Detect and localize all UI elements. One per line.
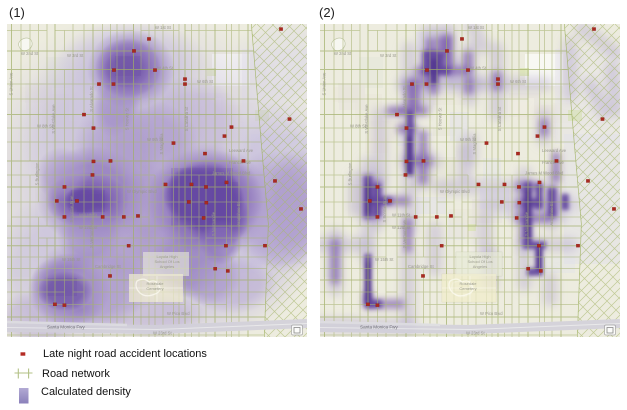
svg-text:W 12th St: W 12th St [79,225,98,230]
svg-text:W 15th St: W 15th St [62,257,81,262]
svg-text:W 6th St: W 6th St [197,79,214,84]
svg-text:Loyola High: Loyola High [469,254,490,259]
svg-text:James M Wood Blvd: James M Wood Blvd [212,171,251,176]
svg-text:W 23rd St: W 23rd St [153,331,172,336]
svg-text:S Burlington: S Burlington [35,162,40,185]
svg-text:S Catalina St: S Catalina St [497,106,502,131]
svg-text:W 15th St: W 15th St [375,257,394,262]
svg-text:W 23rd St: W 23rd St [466,331,485,336]
svg-text:S Burlington: S Burlington [348,162,353,185]
svg-text:S Vermont Ave: S Vermont Ave [89,220,94,248]
svg-text:Francis Ave: Francis Ave [542,160,564,165]
svg-text:W 1st St: W 1st St [468,25,485,30]
svg-text:S Hoover St: S Hoover St [125,107,130,130]
svg-text:W 6th St: W 6th St [510,79,527,84]
svg-text:School Of Los: School Of Los [154,259,179,264]
svg-text:W 4th St: W 4th St [157,66,174,71]
svg-text:Santa Monica Fwy: Santa Monica Fwy [360,325,398,330]
svg-text:S Normandie: S Normandie [524,211,529,236]
svg-text:W Pico Blvd: W Pico Blvd [167,311,190,316]
svg-text:S Magnolia: S Magnolia [159,133,164,155]
svg-text:Cemetery: Cemetery [459,286,476,291]
svg-text:Cambridge St: Cambridge St [95,264,121,269]
svg-text:W Olympic Blvd: W Olympic Blvd [440,189,470,194]
svg-text:S Vermont Ave: S Vermont Ave [402,220,407,248]
svg-text:W 2nd St: W 2nd St [334,51,352,56]
svg-text:W 9th St: W 9th St [460,137,477,142]
svg-text:W 2nd St: W 2nd St [21,51,39,56]
svg-text:W 11th St: W 11th St [392,213,411,218]
svg-text:Arapahoe St: Arapahoe St [549,202,554,226]
svg-text:James M Wood Blvd: James M Wood Blvd [525,171,564,176]
svg-text:Angeles: Angeles [160,264,174,269]
svg-text:W 12th St: W 12th St [392,225,411,230]
svg-text:W Pico Blvd: W Pico Blvd [480,311,503,316]
svg-text:School Of Los: School Of Los [467,259,492,264]
svg-text:Cambridge St: Cambridge St [408,264,434,269]
svg-text:S Magnolia: S Magnolia [472,133,477,155]
svg-text:W 3rd St: W 3rd St [380,53,397,58]
svg-text:W 4th St: W 4th St [470,66,487,71]
svg-text:S Alvarado St: S Alvarado St [89,85,94,111]
svg-text:Santa Monica Fwy: Santa Monica Fwy [47,325,85,330]
svg-text:Angeles: Angeles [473,264,487,269]
svg-text:W 3rd St: W 3rd St [67,53,84,58]
svg-text:Arapahoe St: Arapahoe St [236,202,241,226]
svg-text:Cemetery: Cemetery [146,286,163,291]
svg-text:S Westlake Ave: S Westlake Ave [364,104,369,134]
svg-text:Loyola High: Loyola High [156,254,177,259]
svg-text:S Bonnie Brae: S Bonnie Brae [382,195,387,223]
svg-text:W 9th St: W 9th St [147,137,164,142]
svg-text:W 8th St: W 8th St [350,124,367,129]
svg-text:S Union Ave: S Union Ave [322,72,327,96]
svg-text:Rosedale: Rosedale [460,281,478,286]
svg-text:S Alvarado St: S Alvarado St [402,85,407,111]
svg-text:W 8th St: W 8th St [37,124,54,129]
svg-text:Rosedale: Rosedale [147,281,165,286]
svg-text:S Bonnie Brae: S Bonnie Brae [69,195,74,223]
svg-text:S Union Ave: S Union Ave [9,72,14,96]
svg-text:S Hoover St: S Hoover St [438,107,443,130]
svg-text:W 11th St: W 11th St [79,213,98,218]
svg-text:S Westlake Ave: S Westlake Ave [51,104,56,134]
svg-text:S Normandie: S Normandie [211,211,216,236]
svg-text:W 1st St: W 1st St [155,25,172,30]
svg-text:S Catalina St: S Catalina St [184,106,189,131]
svg-text:Francis Ave: Francis Ave [229,160,251,165]
svg-text:Leeward Ave: Leeward Ave [542,148,567,153]
svg-text:W Olympic Blvd: W Olympic Blvd [127,189,157,194]
svg-text:Leeward Ave: Leeward Ave [229,148,254,153]
